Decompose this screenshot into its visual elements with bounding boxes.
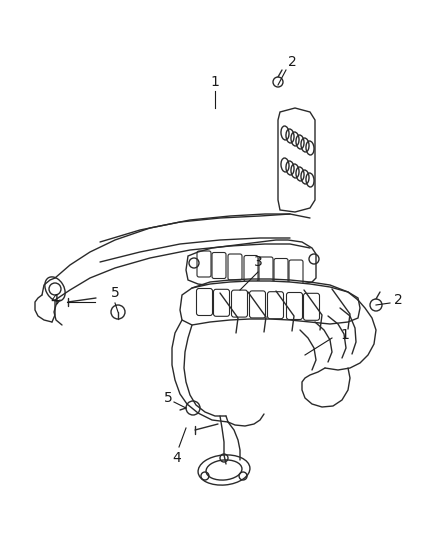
FancyBboxPatch shape — [286, 293, 303, 319]
FancyBboxPatch shape — [232, 290, 247, 317]
Text: 1: 1 — [211, 75, 219, 89]
Polygon shape — [186, 240, 316, 286]
FancyBboxPatch shape — [268, 292, 283, 319]
Ellipse shape — [45, 277, 65, 301]
Ellipse shape — [198, 455, 250, 485]
Text: 1: 1 — [341, 328, 350, 342]
Text: 5: 5 — [111, 286, 120, 300]
Text: 2: 2 — [288, 55, 297, 69]
FancyBboxPatch shape — [250, 291, 265, 318]
Text: 4: 4 — [173, 451, 181, 465]
FancyBboxPatch shape — [197, 288, 212, 316]
FancyBboxPatch shape — [213, 289, 230, 316]
Circle shape — [370, 299, 382, 311]
FancyBboxPatch shape — [304, 293, 319, 320]
Text: 3: 3 — [254, 255, 262, 269]
Polygon shape — [278, 108, 315, 212]
Text: 5: 5 — [164, 391, 173, 405]
Polygon shape — [180, 281, 360, 325]
Text: 2: 2 — [394, 293, 403, 307]
Text: 4: 4 — [51, 293, 60, 307]
